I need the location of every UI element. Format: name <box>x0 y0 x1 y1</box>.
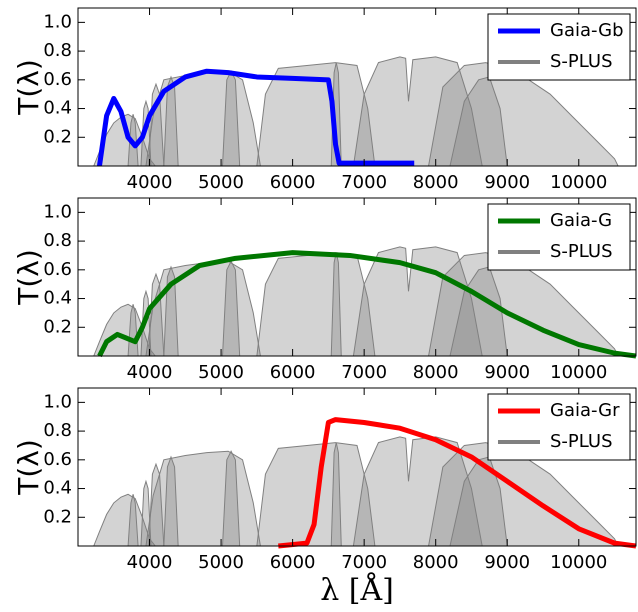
y-tick-label: 0.6 <box>43 449 72 470</box>
filter-curve <box>93 303 157 357</box>
y-tick-label: 0.8 <box>43 40 72 61</box>
x-tick-label: 5000 <box>198 362 244 383</box>
y-axis-label: T(λ) <box>12 59 45 116</box>
legend-label: S-PLUS <box>550 241 613 262</box>
legend-label: Gaia-Gb <box>550 20 624 41</box>
y-tick-label: 1.0 <box>43 11 72 32</box>
x-tick-label: 5000 <box>198 552 244 573</box>
y-tick-label: 0.6 <box>43 259 72 280</box>
legend-label: Gaia-Gr <box>550 400 620 421</box>
y-tick-label: 0.2 <box>43 506 72 527</box>
x-tick-label: 6000 <box>270 362 316 383</box>
x-tick-label: 8000 <box>413 552 459 573</box>
y-tick-label: 0.2 <box>43 316 72 337</box>
legend-box <box>487 203 631 271</box>
x-tick-label: 10000 <box>550 172 607 193</box>
filter-curve <box>256 62 376 167</box>
x-tick-label: 9000 <box>484 172 530 193</box>
filter-curve <box>352 56 483 167</box>
x-tick-label: 5000 <box>198 172 244 193</box>
filter-curve <box>352 436 483 547</box>
x-tick-label: 9000 <box>484 362 530 383</box>
x-tick-label: 7000 <box>341 362 387 383</box>
filter-curve <box>427 252 619 357</box>
y-tick-label: 0.6 <box>43 69 72 90</box>
x-tick-label: 4000 <box>127 552 173 573</box>
y-tick-label: 1.0 <box>43 391 72 412</box>
legend-box <box>487 13 631 81</box>
plot-frame <box>77 387 637 547</box>
data-line <box>278 417 637 549</box>
y-tick-label: 0.8 <box>43 230 72 251</box>
legend-label: S-PLUS <box>550 51 613 72</box>
filter-curve <box>427 62 619 167</box>
filter-curve <box>145 260 262 357</box>
plot-frame <box>77 7 637 167</box>
x-tick-label: 9000 <box>484 552 530 573</box>
x-tick-label: 7000 <box>341 172 387 193</box>
filter-curve <box>93 493 157 547</box>
y-axis-label: T(λ) <box>12 249 45 306</box>
plot-frame <box>77 197 637 357</box>
x-tick-label: 10000 <box>550 552 607 573</box>
data-line <box>96 68 415 167</box>
legend-label: Gaia-G <box>550 210 612 231</box>
y-tick-label: 0.4 <box>43 478 72 499</box>
x-axis-label: λ [Å] <box>320 572 394 608</box>
x-tick-label: 10000 <box>550 362 607 383</box>
x-tick-label: 8000 <box>413 362 459 383</box>
y-tick-label: 0.4 <box>43 98 72 119</box>
y-axis-label: T(λ) <box>12 439 45 496</box>
legend-box <box>487 393 631 461</box>
x-tick-label: 6000 <box>270 552 316 573</box>
x-tick-label: 6000 <box>270 172 316 193</box>
y-tick-label: 0.2 <box>43 126 72 147</box>
y-tick-label: 0.8 <box>43 420 72 441</box>
x-tick-label: 8000 <box>413 172 459 193</box>
y-tick-label: 0.4 <box>43 288 72 309</box>
y-tick-label: 1.0 <box>43 201 72 222</box>
x-tick-label: 4000 <box>127 362 173 383</box>
data-line <box>97 250 637 359</box>
x-tick-label: 7000 <box>341 552 387 573</box>
filter-curve <box>145 450 262 547</box>
x-tick-label: 4000 <box>127 172 173 193</box>
filter-curve <box>145 70 262 167</box>
legend-label: S-PLUS <box>550 431 613 452</box>
